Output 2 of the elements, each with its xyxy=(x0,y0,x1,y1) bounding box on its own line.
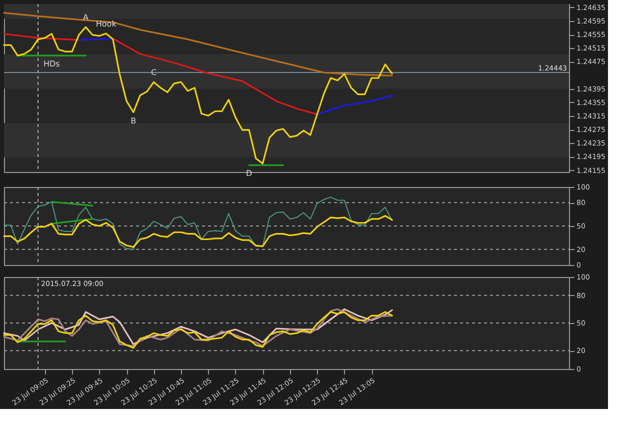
annotation: HDs xyxy=(43,60,60,69)
annotation: B xyxy=(130,116,136,126)
